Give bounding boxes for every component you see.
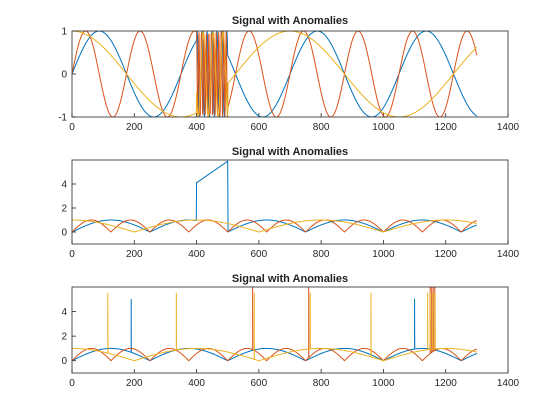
x-tick-label: 400	[188, 122, 205, 133]
subplot-2-title: Signal with Anomalies	[232, 146, 348, 158]
subplot-2: Signal with Anomalies 0 200 400 600 800 1000 1…	[61, 146, 519, 260]
y-tick-label: 4	[61, 180, 67, 191]
subplot-1-title: Signal with Anomalies	[232, 15, 348, 27]
subplot-3: Signal with Anomalies 0 200 400 600 800 1000 1…	[61, 273, 519, 389]
x-tick-label: 0	[69, 249, 75, 260]
x-tick-label: 200	[126, 249, 143, 260]
subplot-2-axes	[71, 159, 509, 245]
series-group	[72, 160, 478, 233]
y-tick-label: 2	[61, 204, 67, 215]
x-tick-label: 800	[313, 249, 330, 260]
y-tick-label: 0	[61, 70, 67, 81]
series-2-line	[72, 287, 478, 362]
y-tick-label: 0	[61, 228, 67, 239]
subplot-3-title: Signal with Anomalies	[232, 273, 348, 285]
x-tick-label: 600	[251, 249, 268, 260]
subplot-1: Signal with Anomalies 0 200 400 600 800 1000 1…	[58, 15, 519, 133]
y-tick-label: 4	[61, 307, 67, 318]
x-tick-label: 200	[126, 378, 143, 389]
x-tick-label: 1000	[372, 249, 395, 260]
x-tick-label: 1000	[372, 378, 395, 389]
x-tick-label: 1200	[435, 378, 458, 389]
subplot-3-axes	[71, 286, 509, 374]
x-tick-label: 1200	[435, 249, 458, 260]
y-tick-label: 1	[61, 27, 67, 38]
series-2-line	[72, 219, 478, 233]
x-tick-label: 800	[313, 378, 330, 389]
series-1-line	[72, 31, 478, 117]
subplot-3-plot-area: 0 200 400 600 800 1000 1200 1400 0 2 4	[61, 287, 520, 389]
x-tick-label: 400	[188, 378, 205, 389]
x-tick-label: 600	[251, 378, 268, 389]
y-tick-label: 2	[61, 332, 67, 343]
subplot-1-axes	[71, 30, 509, 118]
x-tick-label: 400	[188, 249, 205, 260]
x-tick-label: 600	[251, 122, 268, 133]
x-tick-label: 0	[69, 378, 75, 389]
x-tick-label: 200	[126, 122, 143, 133]
x-tick-label: 1000	[372, 122, 395, 133]
x-tick-label: 1400	[497, 122, 520, 133]
y-tick-label: 0	[61, 356, 67, 367]
series-3-line	[72, 292, 478, 362]
x-tick-label: 1400	[497, 378, 520, 389]
series-3-line	[72, 31, 478, 117]
series-3-line	[72, 219, 478, 233]
x-tick-label: 800	[313, 122, 330, 133]
x-tick-label: 1200	[435, 122, 458, 133]
x-tick-label: 0	[69, 122, 75, 133]
y-tick-label: -1	[58, 113, 67, 124]
series-group	[72, 287, 478, 362]
x-tick-label: 1400	[497, 249, 520, 260]
